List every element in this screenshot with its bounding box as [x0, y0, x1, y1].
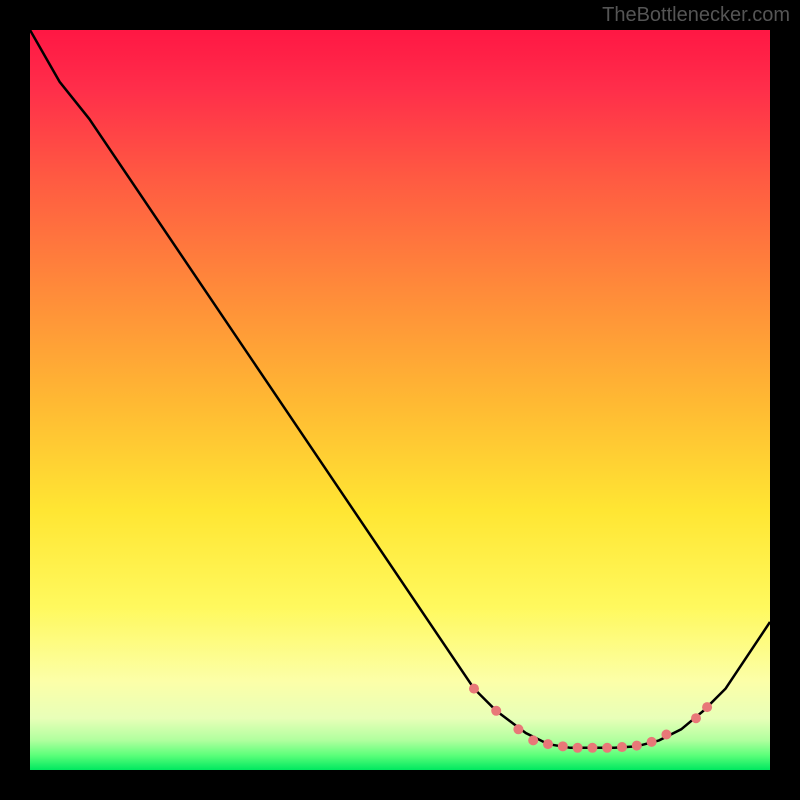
chart-area	[30, 30, 770, 770]
watermark-text: TheBottlenecker.com	[602, 4, 790, 27]
gradient-background	[30, 30, 770, 770]
